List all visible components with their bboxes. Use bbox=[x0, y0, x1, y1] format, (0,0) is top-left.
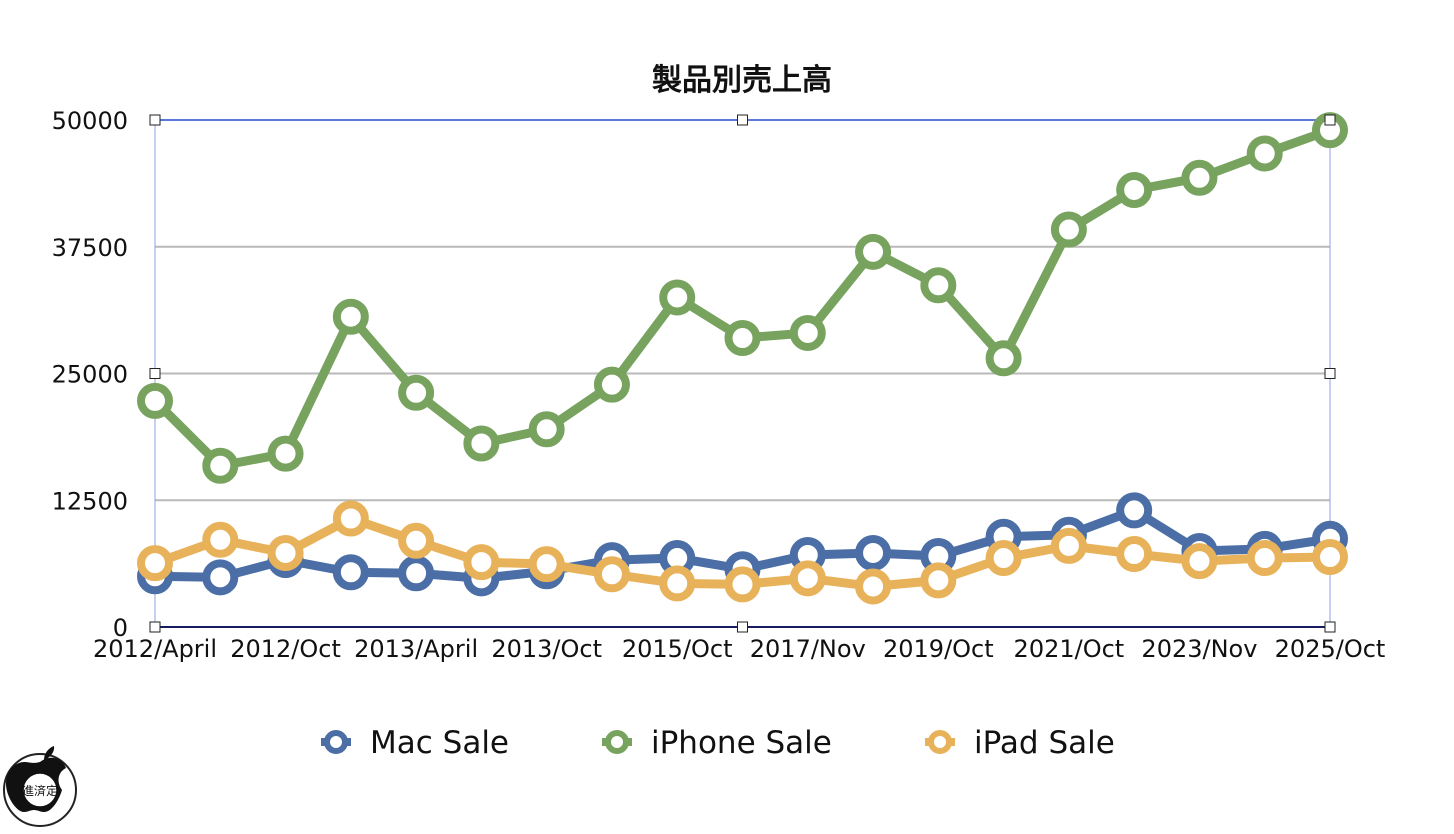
y-tick-label: 50000 bbox=[52, 107, 128, 135]
legend-item: iPad Sale bbox=[925, 725, 1115, 761]
data-point bbox=[137, 545, 173, 582]
data-point bbox=[398, 522, 435, 559]
data-point bbox=[724, 320, 761, 357]
data-point bbox=[202, 521, 239, 558]
y-tick-label: 37500 bbox=[52, 234, 128, 262]
data-point bbox=[1116, 171, 1153, 208]
x-tick-label: 2012/Oct bbox=[230, 635, 341, 663]
selection-handles[interactable] bbox=[149, 114, 1336, 633]
data-point bbox=[202, 559, 239, 596]
data-point bbox=[985, 540, 1022, 577]
resize-handle[interactable] bbox=[1324, 368, 1336, 379]
legend-swatch-marker bbox=[928, 730, 952, 754]
data-point bbox=[593, 556, 630, 593]
legend: Mac Sale iPhone Sale iPad Sale bbox=[321, 725, 1115, 761]
legend-label: Mac Sale bbox=[370, 725, 509, 761]
data-point bbox=[1116, 492, 1153, 529]
x-tick-label: 2017/Nov bbox=[750, 635, 866, 663]
data-point bbox=[137, 382, 173, 419]
data-point bbox=[1050, 211, 1087, 248]
series-iphone-sale bbox=[137, 112, 1348, 484]
data-point bbox=[659, 565, 696, 602]
resize-handle[interactable] bbox=[149, 621, 161, 633]
data-point bbox=[398, 555, 435, 592]
x-tick-label: 2013/Oct bbox=[491, 635, 602, 663]
legend-label: iPad Sale bbox=[974, 725, 1115, 761]
data-point bbox=[1246, 135, 1283, 172]
data-point bbox=[528, 411, 565, 448]
resize-handle[interactable] bbox=[149, 368, 161, 379]
series-lines bbox=[137, 112, 1348, 605]
resize-handle[interactable] bbox=[737, 114, 748, 126]
resize-handle[interactable] bbox=[149, 114, 161, 126]
series-line bbox=[150, 125, 1335, 471]
watermark-text: 進済定 bbox=[22, 783, 58, 798]
data-point bbox=[724, 566, 761, 603]
resize-handle[interactable] bbox=[737, 621, 748, 633]
y-axis-tick-labels: 0 12500 25000 37500 50000 bbox=[52, 107, 128, 642]
watermark-logo: 進済定 bbox=[3, 746, 77, 827]
data-point bbox=[463, 425, 500, 462]
x-tick-label: 2013/April bbox=[354, 635, 478, 663]
data-point bbox=[332, 298, 369, 335]
data-point bbox=[855, 534, 892, 571]
data-point bbox=[855, 568, 892, 605]
x-tick-label: 2012/April bbox=[93, 635, 217, 663]
resize-handle[interactable] bbox=[1324, 114, 1336, 126]
data-point bbox=[1116, 535, 1153, 572]
data-point bbox=[332, 500, 369, 537]
data-point bbox=[267, 534, 304, 571]
y-tick-label: 0 bbox=[113, 614, 128, 642]
y-tick-label: 12500 bbox=[52, 487, 128, 515]
data-point bbox=[528, 546, 565, 583]
x-tick-label: 2021/Oct bbox=[1014, 635, 1125, 663]
data-point bbox=[202, 447, 239, 484]
data-point bbox=[659, 279, 696, 316]
data-point bbox=[593, 366, 630, 403]
data-point bbox=[267, 435, 304, 472]
legend-item: Mac Sale bbox=[321, 725, 509, 761]
data-point bbox=[1181, 159, 1218, 196]
x-tick-label: 2015/Oct bbox=[622, 635, 733, 663]
legend-swatch-marker bbox=[605, 730, 629, 754]
legend-item: iPhone Sale bbox=[602, 725, 832, 761]
data-point bbox=[398, 374, 435, 411]
data-point bbox=[332, 554, 369, 591]
data-point bbox=[1312, 539, 1348, 576]
data-point bbox=[789, 314, 826, 351]
data-point bbox=[463, 544, 500, 581]
x-tick-label: 2025/Oct bbox=[1275, 635, 1386, 663]
data-point bbox=[1050, 527, 1087, 564]
chart-title: 製品別売上高 bbox=[652, 63, 832, 98]
data-point bbox=[855, 233, 892, 270]
data-point bbox=[1181, 543, 1218, 580]
watermark-badge bbox=[22, 772, 58, 808]
y-tick-label: 25000 bbox=[52, 361, 128, 389]
gridlines bbox=[155, 119, 1330, 628]
legend-label: iPhone Sale bbox=[651, 725, 832, 761]
data-point bbox=[1246, 540, 1283, 577]
data-point bbox=[789, 560, 826, 597]
legend-swatch-marker bbox=[324, 730, 348, 754]
data-point bbox=[920, 267, 957, 304]
x-tick-label: 2019/Oct bbox=[883, 635, 994, 663]
x-axis-tick-labels: 2012/April 2012/Oct 2013/April 2013/Oct 2015… bbox=[93, 635, 1385, 663]
resize-handle[interactable] bbox=[1324, 621, 1336, 633]
data-point bbox=[920, 562, 957, 599]
x-tick-label: 2023/Nov bbox=[1141, 635, 1257, 663]
series-ipad-sale bbox=[137, 500, 1348, 605]
data-point bbox=[985, 340, 1022, 377]
